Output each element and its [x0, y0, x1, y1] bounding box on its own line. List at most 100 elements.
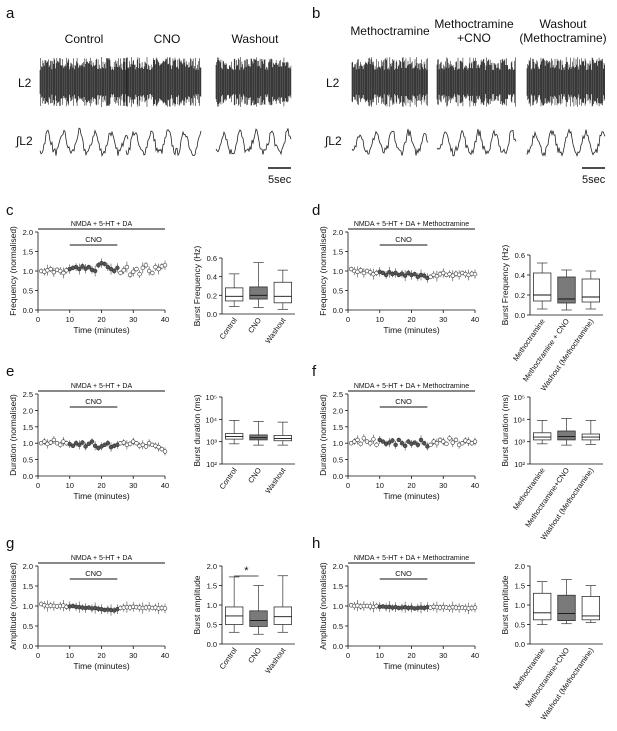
x-tick-label: 10: [376, 315, 384, 324]
treatment-bar-label: NMDA + 5-HT + DA: [71, 221, 133, 228]
data-point: [393, 442, 398, 448]
box: [225, 287, 244, 302]
y-tick-label: 1.5: [515, 582, 525, 591]
x-tick-label: 0: [36, 315, 40, 324]
data-point: [406, 439, 411, 444]
data-point: [456, 272, 462, 278]
integrated-trace: [351, 128, 429, 156]
timecourse-plot-h: 0.0 0.5 1.0 1.5 2.0 0 10 20 30 40 Time (minutes) Am…: [318, 555, 479, 671]
data-point: [131, 269, 136, 274]
x-tick-label: 20: [97, 315, 105, 324]
y-axis-label: Burst Frequency (Hz): [500, 244, 510, 325]
x-tick-label: 40: [471, 651, 479, 660]
scale-bar-label: 5sec: [582, 174, 606, 186]
y-axis-label: Duration (normalised): [8, 394, 18, 476]
data-point: [402, 273, 408, 278]
data-point: [368, 441, 373, 446]
data-point: [137, 271, 142, 277]
data-point: [447, 436, 452, 441]
category-label: Methoctramine+CNO: [523, 646, 571, 709]
y-tick-label: 0.2: [207, 291, 217, 300]
data-point: [92, 443, 98, 449]
data-point: [472, 271, 478, 277]
data-point: [162, 262, 168, 268]
data-point: [358, 268, 363, 273]
x-axis-label: Time (minutes): [73, 325, 130, 335]
boxplot-e-box: 10² 10³ 10⁴ 10⁵ Burst duration (ms) Control CN…: [192, 393, 295, 495]
data-point: [118, 270, 123, 276]
data-point: [86, 441, 92, 447]
timecourse-plot-e: 0.0 0.5 1.0 1.5 2.0 2.5 0 10 20 30 40 Time (minutes…: [8, 383, 169, 501]
y-tick-label: 2.0: [515, 562, 525, 571]
y-tick-label: 1.0: [333, 267, 343, 276]
data-point: [371, 437, 376, 442]
y-tick-label: 0.0: [207, 640, 217, 649]
data-point: [396, 437, 401, 443]
category-label: Washout: [263, 465, 288, 495]
y-axis-label: Burst amplitude: [500, 575, 510, 634]
y-tick-label: 1.5: [23, 248, 33, 257]
data-point: [127, 441, 133, 447]
x-tick-label: 20: [97, 651, 105, 660]
y-tick-label: 0.5: [23, 456, 33, 465]
x-tick-label: 0: [346, 315, 350, 324]
significance-marker: *: [244, 565, 249, 577]
treatment-bar-label: NMDA + 5-HT + DA + Methoctramine: [354, 221, 469, 228]
y-tick-label: 10⁵: [514, 393, 525, 402]
box: [533, 432, 552, 441]
timecourse-plot-f: 0.0 0.5 1.0 1.5 2.0 2.5 0 10 20 30 40 Time (minutes…: [318, 383, 479, 501]
data-point: [77, 266, 82, 272]
data-point: [70, 443, 76, 449]
y-axis-label: Burst duration (ms): [192, 394, 202, 466]
integrated-trace: [125, 129, 202, 157]
data-point: [80, 264, 85, 269]
data-point: [61, 270, 66, 276]
y-tick-label: 1.0: [23, 602, 33, 611]
x-tick-label: 40: [161, 651, 169, 660]
panel-letter-h: h: [312, 535, 320, 552]
plots-layer: 0.0 0.5 1.0 1.5 2.0 0 10 20 30 40 Time (minutes) Fr…: [8, 221, 603, 722]
data-point: [48, 266, 53, 272]
y-tick-label: 0.0: [333, 306, 343, 315]
data-point: [146, 268, 152, 274]
y-tick-label: 0.0: [333, 642, 343, 651]
data-point: [393, 270, 398, 276]
x-tick-label: 30: [439, 651, 447, 660]
trace-row-label-raw: L2: [326, 76, 340, 90]
x-tick-label: 30: [129, 315, 137, 324]
data-point: [441, 270, 446, 276]
panel-letter-f: f: [312, 363, 317, 380]
drug-bar-label: CNO: [85, 235, 102, 244]
y-axis-label: Frequency (normalised): [8, 226, 18, 316]
x-tick-label: 30: [129, 651, 137, 660]
y-tick-label: 0.0: [23, 472, 33, 481]
category-label: Methoctramine+CNO: [523, 466, 571, 529]
trace-row-label-integrated: ∫L2: [324, 134, 342, 148]
data-point: [143, 262, 149, 268]
x-tick-label: 20: [407, 481, 415, 490]
y-tick-label: 2.0: [333, 228, 343, 237]
data-point: [383, 272, 389, 278]
data-point: [83, 444, 88, 449]
x-tick-label: 40: [161, 481, 169, 490]
trace-condition-label: Washout: [232, 32, 280, 46]
data-point: [387, 269, 392, 275]
timecourse-plot-d: 0.0 0.5 1.0 1.5 2.0 0 10 20 30 40 Time (minutes) Fr…: [318, 221, 479, 335]
category-label: Methoctramine + CNO: [521, 317, 571, 384]
y-tick-label: 1.0: [333, 602, 343, 611]
data-point: [399, 271, 405, 276]
integrated-trace: [436, 128, 517, 157]
data-point: [415, 442, 421, 448]
panel-letter-b: b: [312, 5, 320, 22]
data-point: [162, 606, 168, 611]
data-point: [444, 441, 449, 447]
panel-letter-g: g: [6, 535, 14, 552]
box: [273, 281, 292, 304]
data-point: [428, 442, 433, 448]
data-point: [159, 446, 165, 452]
boxplot-d-box: 0.0 0.2 0.4 0.6 Burst Frequency (Hz) Methoctr…: [500, 244, 603, 393]
data-point: [111, 268, 117, 274]
data-point: [134, 441, 139, 446]
y-tick-label: 0.5: [23, 622, 33, 631]
data-point: [374, 442, 379, 448]
